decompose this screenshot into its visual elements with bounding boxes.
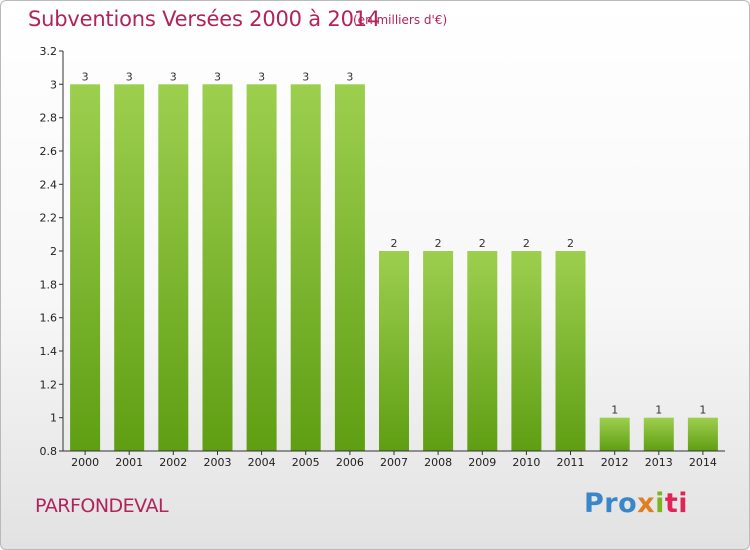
x-tick-label: 2008 <box>424 456 452 469</box>
bar-value-label: 2 <box>391 237 398 250</box>
y-tick-label: 1.6 <box>40 312 58 325</box>
bar-value-label: 2 <box>567 237 574 250</box>
bar-value-label: 2 <box>435 237 442 250</box>
bar-value-label: 3 <box>126 70 133 83</box>
bar <box>246 84 277 452</box>
x-tick-label: 2009 <box>468 456 496 469</box>
y-tick-label: 2.2 <box>40 212 58 225</box>
bar <box>643 417 674 451</box>
proxiti-logo[interactable]: Proxiti <box>584 488 688 519</box>
bar <box>158 84 189 452</box>
x-tick-label: 2011 <box>557 456 585 469</box>
bar <box>511 251 542 451</box>
chart-title: Subventions Versées 2000 à 2014 <box>28 7 381 31</box>
y-tick-label: 2.8 <box>40 112 58 125</box>
x-tick-label: 2000 <box>71 456 99 469</box>
chart-subtitle: (en milliers d'€) <box>353 13 448 27</box>
y-tick-label: 1.2 <box>40 378 58 391</box>
y-tick-label: 0.8 <box>40 445 58 458</box>
bar <box>290 84 321 452</box>
commune-name: PARFONDEVAL <box>35 495 169 517</box>
bar-value-label: 2 <box>479 237 486 250</box>
bar <box>379 251 409 451</box>
bar <box>114 84 145 452</box>
bar-value-label: 3 <box>170 70 177 83</box>
bar <box>555 251 586 451</box>
y-tick-label: 2.4 <box>40 178 58 191</box>
logo-part: x <box>637 488 656 519</box>
x-tick-label: 2007 <box>380 456 408 469</box>
y-tick-label: 1 <box>50 412 57 425</box>
x-tick-label: 2014 <box>689 456 717 469</box>
x-tick-label: 2004 <box>248 456 276 469</box>
bar-value-label: 3 <box>258 70 265 83</box>
x-tick-label: 2001 <box>115 456 143 469</box>
bar-value-label: 3 <box>302 70 309 83</box>
bar-value-label: 3 <box>82 70 89 83</box>
logo-part: Pro <box>584 488 638 519</box>
x-tick-label: 2010 <box>512 456 540 469</box>
bar-value-label: 1 <box>655 404 662 417</box>
x-tick-label: 2012 <box>601 456 629 469</box>
x-tick-label: 2013 <box>645 456 673 469</box>
bar-chart: 3 3 3 3 3 3 3 2 2 2 2 2 1 1 1 2000 2001 2002 2003 2004 2005… <box>40 45 725 469</box>
bar-value-label: 1 <box>611 404 618 417</box>
bar-value-label: 3 <box>346 70 353 83</box>
x-tick-label: 2006 <box>336 456 364 469</box>
y-tick-label: 3.2 <box>40 45 58 58</box>
bar-value-label: 1 <box>699 404 706 417</box>
bar <box>467 251 498 451</box>
bar <box>599 417 630 451</box>
bar <box>334 84 365 452</box>
y-tick-label: 2 <box>50 245 57 258</box>
y-tick-label: 1.8 <box>40 278 58 291</box>
y-tick-label: 2.6 <box>40 145 58 158</box>
axes-group: 2000 2001 2002 2003 2004 2005 2006 2007 2008 2009… <box>40 45 725 469</box>
bar <box>202 84 233 452</box>
bar <box>70 84 101 452</box>
y-tick-label: 1.4 <box>40 345 58 358</box>
bar-value-label: 3 <box>214 70 221 83</box>
logo-part: i <box>655 488 665 519</box>
y-tick-label: 3 <box>50 78 57 91</box>
bars-group: 3 3 3 3 3 3 3 2 2 2 2 2 1 1 1 <box>70 70 718 452</box>
x-tick-label: 2005 <box>292 456 320 469</box>
bar <box>423 251 454 451</box>
x-tick-label: 2002 <box>159 456 187 469</box>
bar-value-label: 2 <box>523 237 530 250</box>
x-tick-label: 2003 <box>204 456 232 469</box>
logo-part: ti <box>664 488 689 519</box>
bar <box>687 417 718 451</box>
